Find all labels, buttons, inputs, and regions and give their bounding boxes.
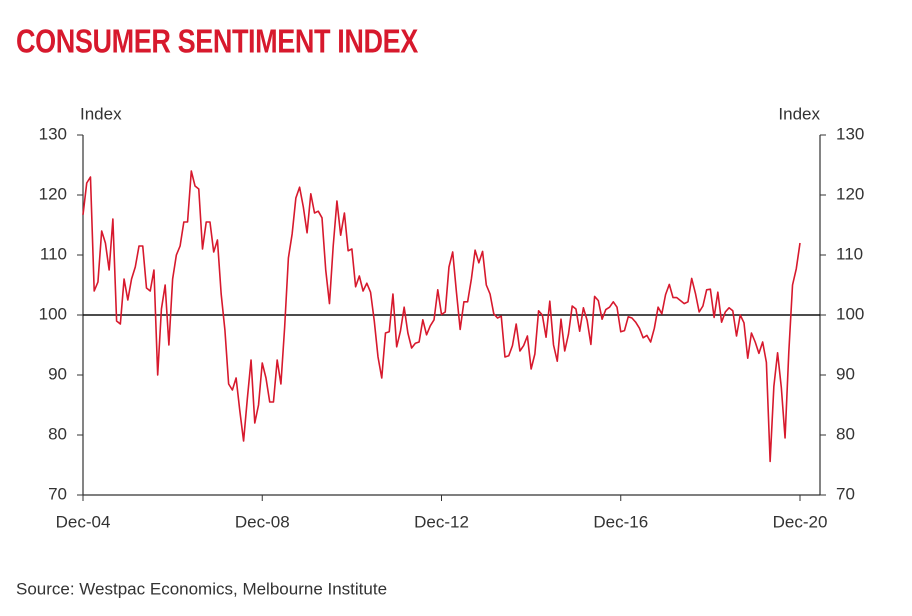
y-tick-label: 130 bbox=[39, 124, 67, 143]
series-line bbox=[82, 170, 801, 463]
y2-tick-label: 120 bbox=[836, 184, 864, 203]
y-tick-label: 70 bbox=[48, 484, 67, 503]
y-tick-label: 120 bbox=[39, 184, 67, 203]
chart-title: CONSUMER SENTIMENT INDEX bbox=[16, 24, 418, 60]
y2-tick-label: 100 bbox=[836, 304, 864, 323]
y2-axis-label: Index bbox=[778, 104, 820, 123]
y2-tick-label: 130 bbox=[836, 124, 864, 143]
x-tick-label: Dec-16 bbox=[593, 512, 648, 531]
x-tick-label: Dec-08 bbox=[235, 512, 290, 531]
y2-tick-label: 70 bbox=[836, 484, 855, 503]
x-tick-label: Dec-04 bbox=[56, 512, 111, 531]
x-tick-label: Dec-12 bbox=[414, 512, 469, 531]
x-tick-label: Dec-20 bbox=[773, 512, 828, 531]
y-axis-label: Index bbox=[80, 104, 122, 123]
y2-tick-label: 90 bbox=[836, 364, 855, 383]
source-note: Source: Westpac Economics, Melbourne Ins… bbox=[16, 579, 387, 598]
y2-tick-label: 80 bbox=[836, 424, 855, 443]
y-tick-label: 80 bbox=[48, 424, 67, 443]
y-tick-label: 90 bbox=[48, 364, 67, 383]
y-tick-label: 100 bbox=[39, 304, 67, 323]
y-tick-label: 110 bbox=[40, 244, 67, 263]
y2-tick-label: 110 bbox=[836, 244, 863, 263]
